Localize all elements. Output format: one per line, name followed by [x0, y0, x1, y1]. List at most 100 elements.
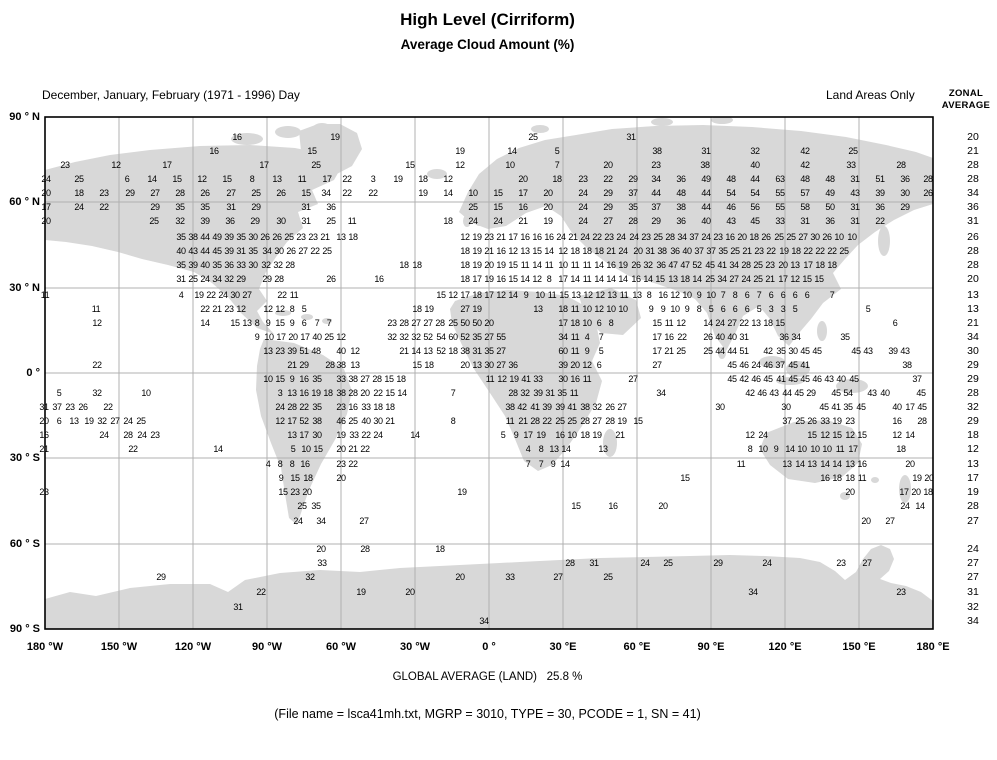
cloud-amount-value: 19	[536, 430, 546, 440]
period-label: December, January, February (1971 - 1996…	[42, 88, 300, 102]
cloud-amount-value: 15	[275, 318, 285, 328]
cloud-amount-value: 25	[284, 232, 294, 242]
cloud-amount-value: 22	[342, 188, 352, 198]
cloud-amount-value: 56	[750, 202, 760, 212]
cloud-amount-value: 18	[845, 473, 855, 483]
cloud-amount-value: 54	[436, 332, 446, 342]
cloud-amount-value: 12	[460, 232, 470, 242]
cloud-amount-value: 42	[517, 402, 527, 412]
cloud-amount-value: 32	[92, 388, 102, 398]
cloud-amount-value: 6	[732, 304, 738, 314]
cloud-amount-value: 18	[460, 246, 470, 256]
cloud-amount-value: 21	[39, 444, 49, 454]
zonal-average-value: 36	[967, 201, 979, 213]
land-mass	[299, 124, 362, 176]
cloud-amount-value: 51	[739, 346, 749, 356]
cloud-amount-value: 46	[726, 202, 736, 212]
cloud-amount-value: 35	[718, 246, 728, 256]
cloud-amount-value: 19	[543, 216, 553, 226]
cloud-amount-value: 11	[736, 459, 746, 469]
x-tick-label: 30 °W	[399, 641, 431, 653]
cloud-amount-value: 10	[558, 260, 568, 270]
cloud-amount-value: 29	[250, 216, 260, 226]
cloud-amount-value: 19	[472, 304, 482, 314]
cloud-amount-value: 31	[472, 346, 482, 356]
cloud-amount-value: 34	[729, 260, 739, 270]
cloud-amount-value: 44	[715, 346, 725, 356]
island	[817, 321, 827, 341]
zonal-average-value: 27	[967, 557, 979, 569]
cloud-amount-value: 35	[484, 346, 494, 356]
cloud-amount-value: 28	[741, 260, 751, 270]
cloud-amount-value: 45	[794, 388, 804, 398]
cloud-amount-value: 15	[307, 146, 317, 156]
cloud-amount-value: 23	[896, 587, 906, 597]
cloud-amount-value: 12	[275, 416, 285, 426]
cloud-amount-value: 45	[856, 402, 866, 412]
cloud-amount-value: 18	[385, 402, 395, 412]
global-average-label: GLOBAL AVERAGE (LAND)	[392, 671, 538, 683]
cloud-amount-value: 22	[677, 332, 687, 342]
cloud-amount-value: 8	[254, 318, 260, 328]
cloud-amount-value: 32	[261, 260, 271, 270]
cloud-amount-value: 32	[305, 572, 315, 582]
cloud-amount-value: 32	[224, 274, 234, 284]
zonal-average-value: 30	[967, 345, 979, 357]
cloud-amount-value: 10	[301, 444, 311, 454]
cloud-amount-value: 8	[732, 290, 738, 300]
cloud-amount-value: 11	[347, 216, 357, 226]
cloud-amount-value: 14	[785, 444, 795, 454]
cloud-amount-value: 30	[781, 402, 791, 412]
cloud-amount-value: 24	[200, 274, 210, 284]
cloud-amount-value: 15	[633, 416, 643, 426]
cloud-amount-value: 17	[322, 174, 332, 184]
cloud-amount-value: 35	[312, 402, 322, 412]
cloud-amount-value: 25	[555, 416, 565, 426]
cloud-amount-value: 35	[176, 232, 186, 242]
cloud-amount-value: 45	[800, 374, 810, 384]
cloud-amount-value: 17	[652, 346, 662, 356]
cloud-amount-value: 22	[348, 459, 358, 469]
cloud-amount-value: 5	[756, 304, 762, 314]
cloud-amount-value: 20	[737, 232, 747, 242]
cloud-amount-value: 26	[272, 232, 282, 242]
cloud-amount-value: 19	[496, 260, 506, 270]
cloud-amount-value: 10	[505, 160, 515, 170]
cloud-amount-value: 9	[660, 304, 666, 314]
cloud-amount-value: 28	[123, 430, 133, 440]
cloud-amount-value: 8	[646, 290, 652, 300]
cloud-amount-value: 22	[200, 304, 210, 314]
cloud-amount-value: 19	[84, 416, 94, 426]
cloud-amount-value: 17	[259, 160, 269, 170]
global-average-line: GLOBAL AVERAGE (LAND) 25.8 %	[0, 671, 975, 683]
cloud-amount-value: 21	[765, 274, 775, 284]
cloud-amount-value: 24	[137, 430, 147, 440]
cloud-amount-value: 28	[435, 318, 445, 328]
cloud-amount-value: 22	[103, 402, 113, 412]
cloud-amount-value: 14	[905, 430, 915, 440]
cloud-amount-value: 27	[359, 516, 369, 526]
cloud-amount-value: 6	[780, 290, 786, 300]
cloud-amount-value: 18	[412, 304, 422, 314]
cloud-amount-value: 25	[322, 246, 332, 256]
cloud-amount-value: 29	[236, 274, 246, 284]
cloud-amount-value: 6	[768, 290, 774, 300]
cloud-amount-value: 22	[875, 216, 885, 226]
cloud-amount-value: 49	[825, 188, 835, 198]
cloud-amount-value: 6	[892, 318, 898, 328]
cloud-amount-value: 18	[594, 246, 604, 256]
cloud-amount-value: 19	[779, 246, 789, 256]
cloud-amount-value: 20	[543, 188, 553, 198]
cloud-amount-value: 45	[763, 374, 773, 384]
cloud-amount-value: 9	[265, 318, 271, 328]
cloud-amount-value: 11	[582, 260, 592, 270]
cloud-amount-value: 18	[570, 318, 580, 328]
cloud-amount-value: 22	[766, 246, 776, 256]
cloud-amount-value: 20	[861, 516, 871, 526]
cloud-amount-value: 15	[493, 202, 503, 212]
cloud-amount-value: 7	[450, 388, 456, 398]
cloud-amount-value: 21	[615, 430, 625, 440]
cloud-amount-value: 16	[348, 402, 358, 412]
cloud-amount-value: 34	[791, 332, 801, 342]
cloud-amount-value: 13	[242, 318, 252, 328]
